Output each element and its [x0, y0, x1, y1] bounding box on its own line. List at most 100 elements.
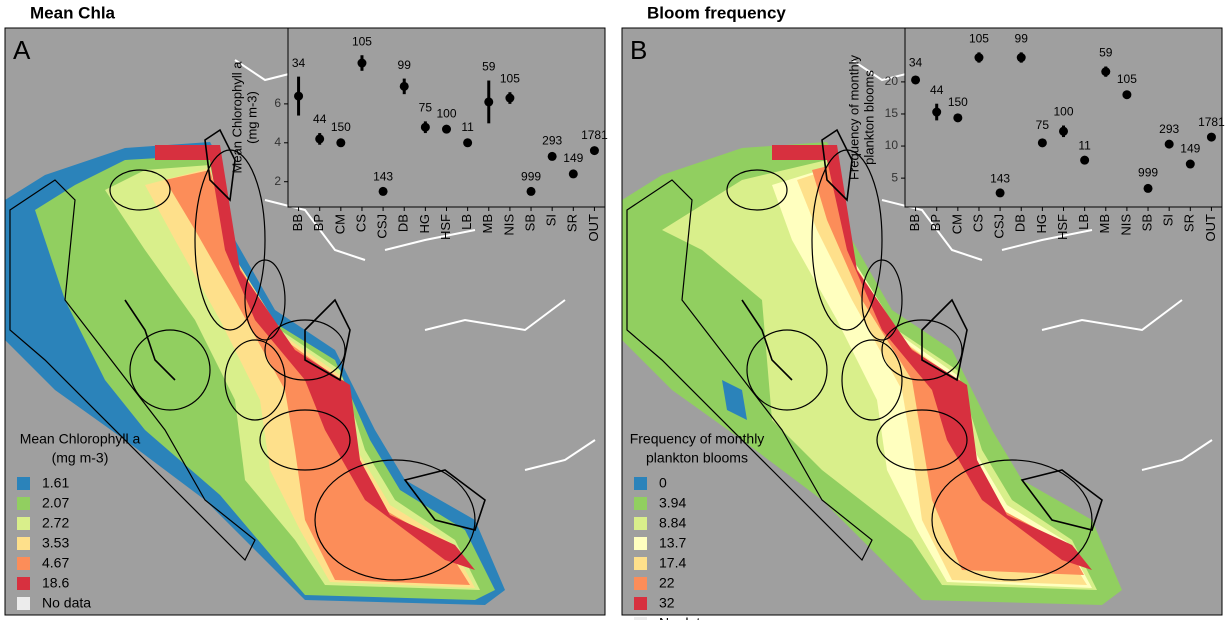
count-label: 999 [1138, 166, 1158, 180]
legend-swatch [17, 557, 30, 570]
x-tick-label: CSJ [992, 214, 1007, 239]
x-tick-label: BP [311, 214, 326, 231]
point [463, 138, 473, 148]
point [294, 91, 304, 101]
point [547, 151, 557, 161]
x-tick-label: HG [417, 214, 432, 234]
point [1016, 53, 1026, 63]
x-tick-label: CS [353, 214, 368, 232]
legend-label: 1.61 [42, 475, 69, 491]
point [315, 134, 325, 144]
legend-label: 3.94 [659, 495, 686, 511]
point [974, 53, 984, 63]
x-tick-label: NIS [1118, 214, 1133, 236]
legend-label: 22 [659, 575, 675, 591]
point [568, 169, 578, 179]
legend-swatch [17, 537, 30, 550]
x-tick-label: HSF [438, 214, 453, 240]
point [336, 138, 346, 148]
legend-swatch [17, 477, 30, 490]
x-tick-label: DB [396, 214, 411, 232]
y-tick-label: 20 [885, 74, 899, 88]
count-label: 1781 [581, 128, 608, 142]
legend-swatch [17, 597, 30, 610]
legend-swatch [17, 517, 30, 530]
y-tick-label: 15 [885, 106, 899, 120]
point [589, 146, 599, 156]
legend-swatch [17, 577, 30, 590]
legend-swatch [634, 557, 647, 570]
legend-title: Mean Chlorophyll a [20, 431, 141, 447]
x-tick-label: SI [1161, 214, 1176, 226]
legend-label: 0 [659, 475, 667, 491]
count-label: 293 [542, 134, 562, 148]
point [442, 124, 451, 134]
point [357, 58, 367, 68]
x-tick-label: CM [949, 214, 964, 234]
x-tick-label: SR [1182, 214, 1197, 232]
legend-label: 8.84 [659, 515, 686, 531]
legend-title: (mg m-3) [52, 450, 109, 466]
panel-title: Bloom frequency [647, 3, 786, 22]
point [1059, 126, 1068, 136]
x-tick-label: NIS [501, 214, 516, 236]
point [1143, 183, 1153, 193]
panel-title: Mean Chla [30, 3, 116, 22]
x-tick-label: BB [290, 214, 305, 231]
x-tick-label: CM [332, 214, 347, 234]
count-label: 149 [563, 151, 583, 165]
count-label: 105 [352, 34, 372, 48]
point [420, 122, 430, 132]
count-label: 293 [1159, 122, 1179, 136]
x-tick-label: BP [928, 214, 943, 231]
count-label: 11 [461, 120, 474, 134]
count-label: 34 [909, 55, 923, 69]
x-tick-label: SB [522, 214, 537, 231]
legend-swatch [634, 537, 647, 550]
count-label: 75 [419, 101, 433, 115]
count-label: 34 [292, 56, 306, 70]
count-label: 1781 [1198, 115, 1225, 129]
x-tick-label: OUT [586, 214, 601, 242]
legend-label: 18.6 [42, 575, 69, 591]
legend-swatch [634, 477, 647, 490]
inset-plot-area [287, 27, 606, 208]
point [1164, 139, 1174, 149]
point [1101, 67, 1111, 77]
x-tick-label: HSF [1055, 214, 1070, 240]
point [932, 107, 942, 117]
panel-letter: B [630, 35, 647, 65]
legend-label: 17.4 [659, 555, 686, 571]
x-tick-label: SI [544, 214, 559, 226]
x-tick-label: MB [1097, 214, 1112, 234]
y-tick-label: 2 [274, 174, 281, 188]
count-label: 999 [521, 170, 541, 184]
y-tick-label: 4 [274, 135, 281, 149]
count-label: 59 [482, 60, 496, 74]
y-axis-title: Mean Chlorophyll a [229, 61, 244, 174]
y-tick-label: 5 [891, 170, 898, 184]
legend-label: 32 [659, 595, 675, 611]
legend-swatch [634, 597, 647, 610]
point [1037, 138, 1047, 148]
x-tick-label: SB [1139, 214, 1154, 231]
count-label: 150 [948, 95, 968, 109]
panel-letter: A [13, 35, 31, 65]
point [911, 75, 921, 85]
point [484, 97, 494, 107]
legend-swatch [634, 497, 647, 510]
x-tick-label: CS [970, 214, 985, 232]
legend-label: 3.53 [42, 535, 69, 551]
legend-label: 4.67 [42, 555, 69, 571]
legend-label: No data [659, 615, 708, 620]
x-tick-label: LB [1076, 214, 1091, 230]
count-label: 11 [1078, 139, 1091, 153]
count-label: 100 [436, 106, 456, 120]
legend-label: 2.07 [42, 495, 69, 511]
point [399, 81, 409, 91]
count-label: 149 [1180, 141, 1200, 155]
x-tick-label: SR [565, 214, 580, 232]
map-panel [621, 27, 1223, 616]
count-label: 59 [1099, 46, 1113, 60]
